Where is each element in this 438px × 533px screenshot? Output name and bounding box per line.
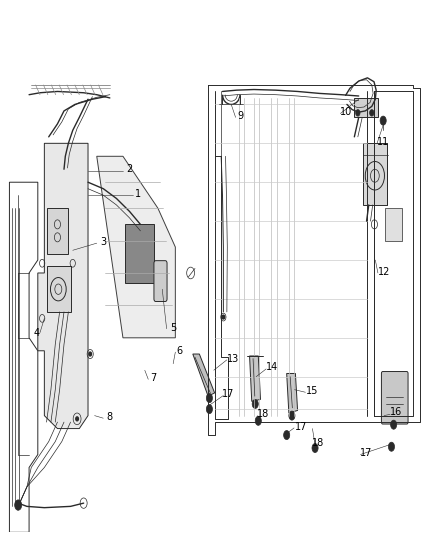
Text: 3: 3: [100, 237, 106, 247]
FancyBboxPatch shape: [154, 261, 167, 302]
Circle shape: [76, 417, 78, 421]
Circle shape: [391, 420, 397, 429]
Text: 4: 4: [33, 328, 39, 337]
Circle shape: [14, 500, 21, 510]
Text: 8: 8: [106, 412, 112, 422]
Text: 5: 5: [170, 323, 176, 333]
Text: 17: 17: [223, 389, 235, 399]
Circle shape: [206, 393, 212, 402]
Circle shape: [255, 416, 261, 425]
Circle shape: [284, 431, 290, 440]
Circle shape: [380, 116, 386, 125]
Circle shape: [89, 352, 92, 356]
FancyBboxPatch shape: [46, 208, 68, 254]
Text: 15: 15: [306, 386, 318, 396]
Text: 11: 11: [377, 137, 389, 147]
FancyBboxPatch shape: [125, 224, 153, 282]
Text: 6: 6: [177, 346, 183, 356]
Polygon shape: [38, 143, 88, 429]
FancyBboxPatch shape: [381, 372, 408, 424]
Polygon shape: [250, 356, 261, 401]
FancyBboxPatch shape: [385, 208, 403, 240]
Text: 9: 9: [238, 111, 244, 121]
Text: 17: 17: [360, 448, 373, 458]
Text: 14: 14: [266, 362, 279, 372]
Text: 17: 17: [295, 422, 307, 432]
Text: 10: 10: [340, 107, 353, 117]
Polygon shape: [193, 354, 215, 396]
Circle shape: [289, 411, 295, 420]
Polygon shape: [97, 156, 175, 338]
Text: 13: 13: [227, 353, 239, 364]
Text: 18: 18: [258, 409, 270, 419]
Circle shape: [222, 315, 225, 319]
Circle shape: [252, 399, 258, 408]
FancyBboxPatch shape: [363, 143, 387, 205]
FancyBboxPatch shape: [46, 266, 71, 312]
FancyBboxPatch shape: [354, 98, 378, 117]
Text: 18: 18: [312, 438, 325, 448]
Circle shape: [206, 405, 212, 414]
Text: 2: 2: [127, 164, 133, 174]
Circle shape: [370, 110, 374, 116]
Text: 16: 16: [390, 407, 402, 417]
Circle shape: [312, 443, 318, 453]
Text: 1: 1: [135, 189, 141, 199]
Circle shape: [356, 110, 360, 116]
Text: 12: 12: [378, 266, 390, 277]
Polygon shape: [287, 374, 297, 413]
Text: 7: 7: [150, 373, 157, 383]
Circle shape: [389, 442, 395, 451]
